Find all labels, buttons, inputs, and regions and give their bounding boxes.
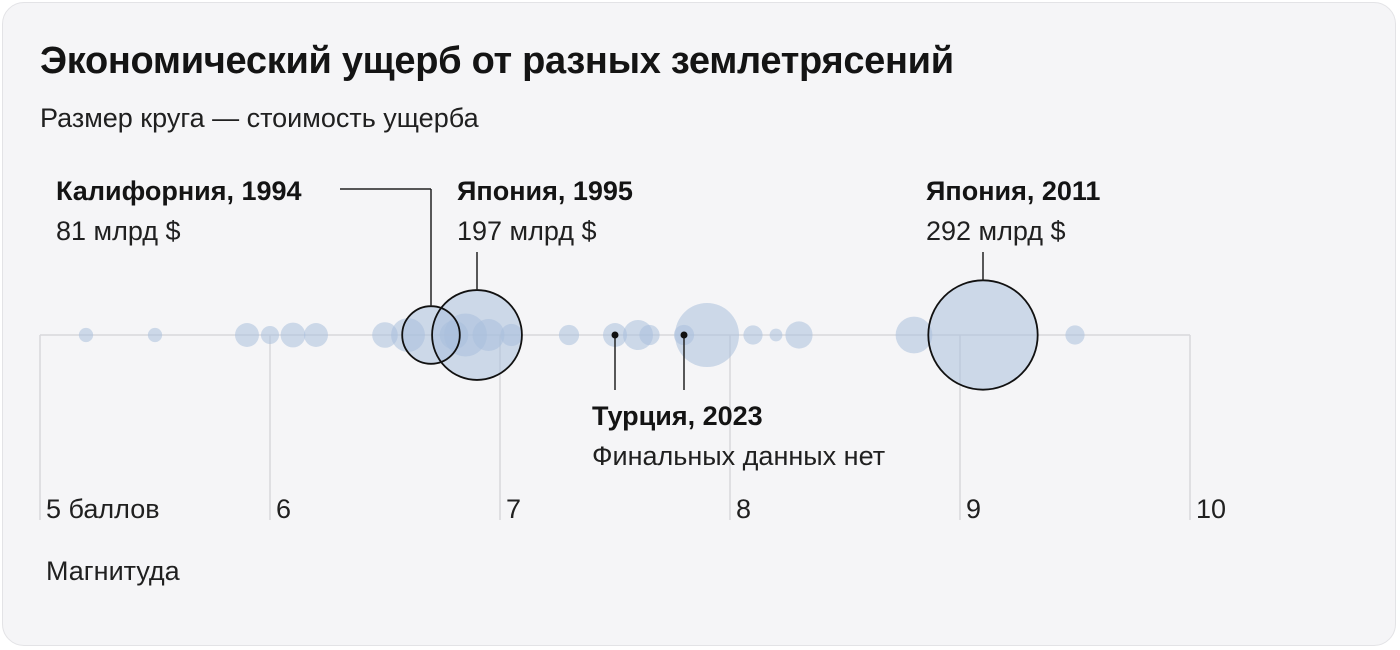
x-tick-label: 10 [1196, 494, 1226, 524]
bubble [743, 325, 763, 345]
annotation-value-turkey-2023: Финальных данных нет [592, 441, 885, 471]
annotation-name-california-1994: Калифорния, 1994 [56, 176, 302, 206]
bubble [280, 322, 306, 348]
annotation-value-japan-2011: 292 млрд $ [926, 216, 1066, 246]
highlighted-bubble [431, 289, 523, 381]
bubbles [78, 280, 1085, 390]
bubble [928, 280, 1038, 390]
bubble [391, 318, 425, 352]
annotation-name-japan-2011: Япония, 2011 [926, 176, 1100, 206]
x-axis-label: Магнитуда [46, 556, 181, 586]
bubble [500, 323, 523, 347]
x-tick-label: 9 [966, 494, 981, 524]
bubble [235, 323, 259, 347]
x-tick-label: 5 баллов [46, 494, 160, 524]
x-tick-labels: 5 баллов 6 7 8 9 10 [46, 494, 1226, 524]
no-data-dot-turkey-2023-b [680, 331, 688, 339]
annotation-name-turkey-2023: Турция, 2023 [592, 401, 763, 431]
bubble [785, 321, 813, 349]
bubble [372, 322, 398, 348]
x-tick-label: 6 [276, 494, 291, 524]
bubble [472, 319, 505, 351]
annotation-name-japan-1995: Япония, 1995 [457, 176, 633, 206]
bubble [1065, 325, 1085, 345]
annotation-value-california-1994: 81 млрд $ [56, 216, 181, 246]
bubble [439, 320, 469, 350]
annotation-value-japan-1995: 197 млрд $ [457, 216, 597, 246]
annotations: Калифорния, 1994 81 млрд $ Япония, 1995 … [56, 176, 1100, 471]
bubble [304, 323, 328, 347]
bubble [639, 324, 660, 346]
x-tick-label: 7 [506, 494, 521, 524]
no-data-dot-turkey-2023-a [611, 331, 619, 339]
bubble [260, 325, 280, 345]
bubble [769, 328, 783, 342]
x-tick-label: 8 [736, 494, 751, 524]
bubble [147, 327, 163, 343]
chart-title: Экономический ущерб от разных землетрясе… [40, 40, 954, 82]
bubble [78, 327, 94, 343]
chart-subtitle: Размер круга — стоимость ущерба [40, 103, 479, 133]
bubble [895, 316, 933, 354]
bubble [675, 303, 739, 367]
bubble [558, 324, 580, 346]
